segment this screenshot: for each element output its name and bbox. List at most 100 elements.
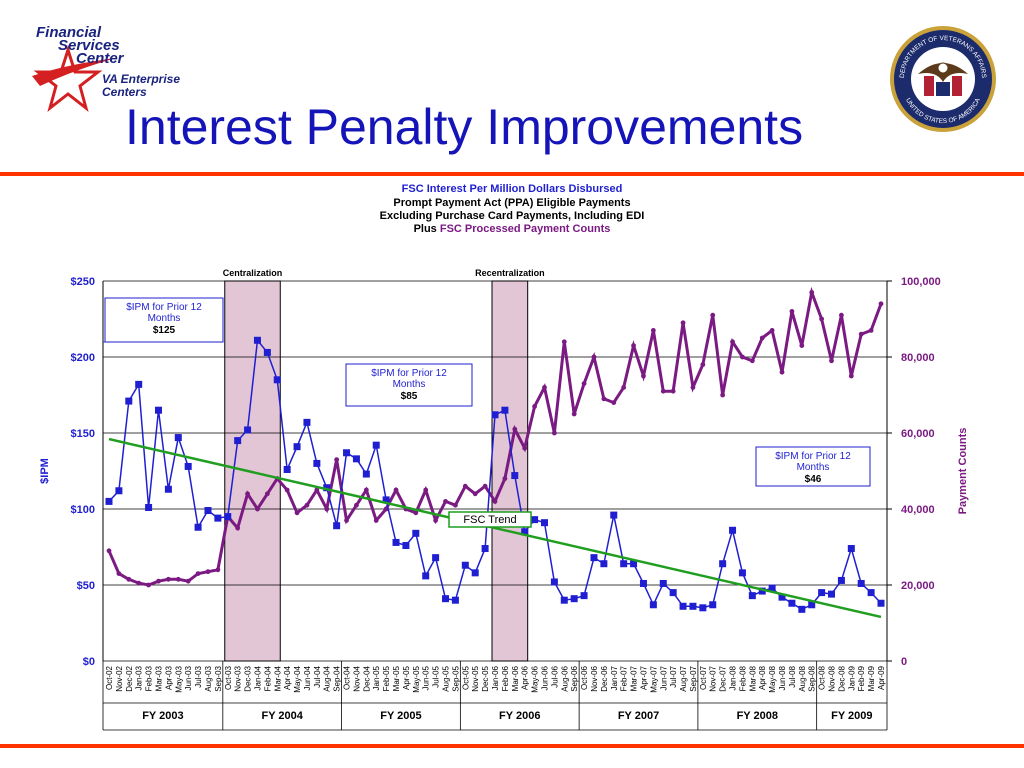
x-tick-label: May-06 <box>531 665 540 692</box>
ipm-point <box>699 604 707 612</box>
star-swoosh-icon <box>32 45 116 112</box>
bottom-rule <box>0 744 1024 748</box>
x-tick-label: Mar-06 <box>511 665 520 691</box>
payment-count-point <box>690 385 696 390</box>
x-tick-label: Nov-07 <box>709 665 718 691</box>
payment-count-point <box>769 328 775 333</box>
annotation-line-2: Months <box>148 313 181 324</box>
x-tick-label: Sep-07 <box>689 665 698 691</box>
ipm-point <box>610 511 618 519</box>
y2-axis-label: Payment Counts <box>957 428 969 515</box>
x-tick-label: Jan-03 <box>135 665 144 690</box>
trend-line <box>108 437 882 619</box>
annotation-box <box>104 297 224 343</box>
x-tick-label: Sep-08 <box>808 665 817 691</box>
ipm-point <box>639 579 647 587</box>
x-tick-label: Jul-07 <box>669 665 678 687</box>
ipm-point <box>590 554 598 562</box>
ipm-point <box>333 522 341 530</box>
x-tick-label: Dec-02 <box>125 665 134 691</box>
payment-count-point <box>314 487 320 493</box>
band-1 <box>491 280 529 662</box>
x-tick-label: Feb-05 <box>382 665 391 691</box>
x-tick-label: Apr-07 <box>639 665 648 690</box>
x-tick-label: Mar-03 <box>154 665 163 691</box>
payment-count-point <box>759 335 765 341</box>
x-tick-label: Dec-05 <box>481 665 490 691</box>
ipm-point <box>847 545 855 553</box>
ipm-point <box>352 455 360 463</box>
ipm-point <box>214 514 222 522</box>
x-tick-label: Oct-05 <box>461 665 470 690</box>
x-tick-label: May-03 <box>174 665 183 692</box>
x-tick-label: Apr-03 <box>164 665 173 690</box>
ipm-point <box>788 599 796 607</box>
annotation-line-2: Months <box>797 462 830 473</box>
x-tick-label: Nov-03 <box>234 665 243 691</box>
series-payment-counts <box>106 286 884 588</box>
payment-count-point <box>740 354 745 360</box>
ipm-point <box>501 406 509 414</box>
x-ticks: Oct-02 Nov-02 Dec-02 Jan-03 Feb-03 Mar-03 Apr-… <box>105 665 886 692</box>
trend-label: FSC Trend <box>463 514 516 526</box>
ipm-point <box>125 397 133 405</box>
ipm-point <box>471 569 479 577</box>
payment-count-point <box>284 487 290 493</box>
x-tick-label: Sep-05 <box>451 665 460 691</box>
x-tick-label: Aug-07 <box>679 665 688 691</box>
ipm-point <box>392 538 400 546</box>
ipm-point <box>115 487 123 495</box>
x-tick-label: Apr-05 <box>402 665 411 690</box>
ipm-point <box>442 595 450 603</box>
y2-tick-4: 80,000 <box>901 352 935 364</box>
y2-tick-3: 60,000 <box>901 428 935 440</box>
payment-count-point <box>730 339 735 345</box>
payment-count-point <box>650 328 656 333</box>
payment-count-point <box>433 518 439 523</box>
payment-count-point <box>146 582 151 588</box>
x-tick-label: Oct-08 <box>818 665 827 690</box>
payment-count-point <box>621 385 627 390</box>
annotation-value: $46 <box>805 474 822 485</box>
logo-line5: Centers <box>102 85 147 99</box>
ipm-point <box>402 541 410 549</box>
payment-count-point <box>532 404 537 409</box>
payment-count-point <box>205 569 211 575</box>
ipm-point <box>105 497 113 505</box>
payment-count-point <box>373 518 379 523</box>
logo-line3: Center <box>76 50 124 67</box>
fy-label-1: FY 2004 <box>262 710 304 722</box>
x-tick-label: Jun-04 <box>303 665 312 690</box>
ipm-point <box>748 592 756 600</box>
y-tick-1: $50 <box>77 580 95 592</box>
ipm-point <box>768 584 776 592</box>
x-tick-label: Jan-07 <box>610 665 619 690</box>
x-tick-label: Mar-04 <box>273 665 282 691</box>
payment-count-point <box>581 381 587 386</box>
payment-count-point <box>512 426 518 432</box>
x-tick-label: Apr-08 <box>758 665 767 690</box>
y-tick-3: $150 <box>71 428 95 440</box>
ipm-point <box>224 513 232 521</box>
payment-count-point <box>631 343 636 348</box>
payment-count-point <box>334 457 340 462</box>
ipm-point <box>145 503 153 511</box>
annotation-box <box>755 446 871 487</box>
x-tick-label: Jun-06 <box>540 665 549 690</box>
payment-count-point <box>561 339 567 345</box>
ipm-point <box>234 437 242 445</box>
x-tick-label: Jul-03 <box>194 665 203 687</box>
ipm-point <box>580 592 588 600</box>
x-tick-label: Jan-05 <box>372 665 381 690</box>
y-tick-2: $100 <box>71 504 95 516</box>
ipm-point <box>867 589 875 597</box>
ipm-point <box>283 465 291 473</box>
ipm-point <box>432 554 440 562</box>
payment-count-point <box>106 548 112 554</box>
x-tick-label: Jun-07 <box>659 665 668 690</box>
band-label-1: Recentralization <box>475 268 545 278</box>
chart-subtitle-1: Prompt Payment Act (PPA) Eligible Paymen… <box>393 197 630 209</box>
logo-line1: Financial <box>36 24 102 41</box>
